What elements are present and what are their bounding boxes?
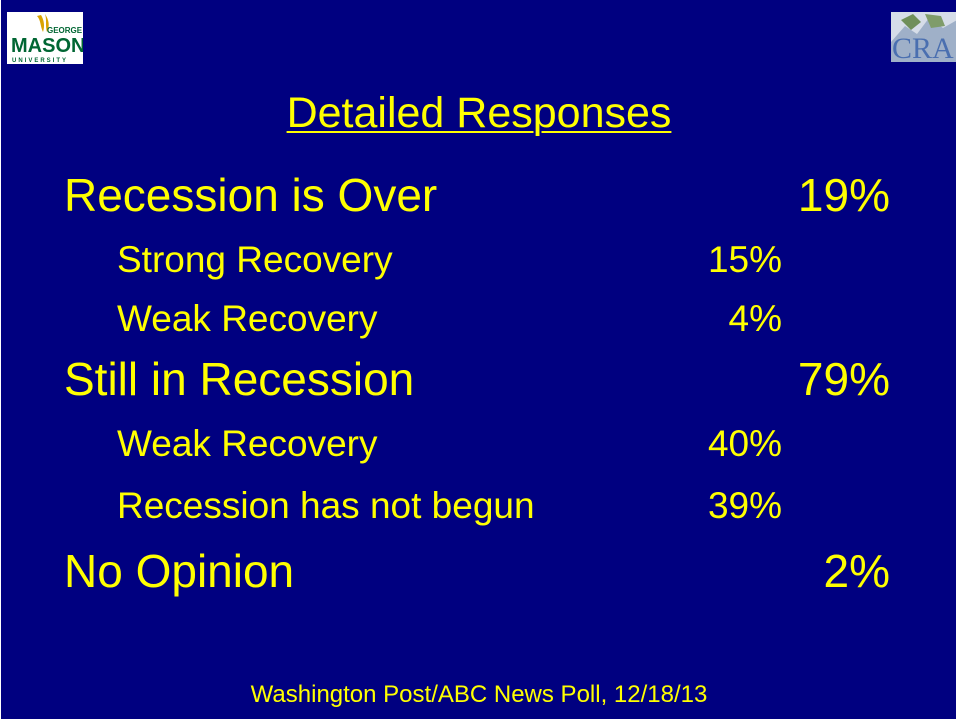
- response-row: Recession is Over 19%: [1, 168, 956, 222]
- response-label: No Opinion: [64, 545, 295, 597]
- cra-logo: CRA: [891, 12, 956, 62]
- response-row: Still in Recession 79%: [1, 352, 956, 406]
- response-label: Weak Recovery: [117, 423, 378, 464]
- response-value: 39%: [707, 485, 782, 526]
- response-subrow: Strong Recovery 15%: [1, 238, 956, 282]
- response-label: Strong Recovery: [117, 239, 393, 280]
- response-value: 4%: [728, 298, 782, 339]
- response-label: Weak Recovery: [117, 298, 378, 339]
- response-label: Recession is Over: [64, 169, 438, 221]
- svg-text:GEORGE: GEORGE: [47, 26, 83, 35]
- response-value: 2%: [823, 545, 890, 597]
- response-value: 40%: [707, 423, 782, 464]
- response-subrow: Recession has not begun 39%: [1, 484, 956, 528]
- response-value: 19%: [797, 169, 890, 221]
- svg-text:UNIVERSITY: UNIVERSITY: [12, 58, 68, 64]
- response-label: Still in Recession: [64, 353, 415, 405]
- response-value: 15%: [707, 239, 782, 280]
- response-row: No Opinion 2%: [1, 544, 956, 598]
- response-value: 79%: [797, 353, 890, 405]
- slide-title: Detailed Responses: [286, 89, 672, 137]
- source-citation: Washington Post/ABC News Poll, 12/18/13: [250, 681, 708, 708]
- response-subrow: Weak Recovery 4%: [1, 297, 956, 341]
- svg-text:CRA: CRA: [892, 32, 954, 62]
- george-mason-logo: GEORGE MASON UNIVERSITY: [7, 12, 83, 64]
- response-label: Recession has not begun: [117, 485, 535, 526]
- svg-text:MASON: MASON: [11, 35, 83, 57]
- response-subrow: Weak Recovery 40%: [1, 422, 956, 466]
